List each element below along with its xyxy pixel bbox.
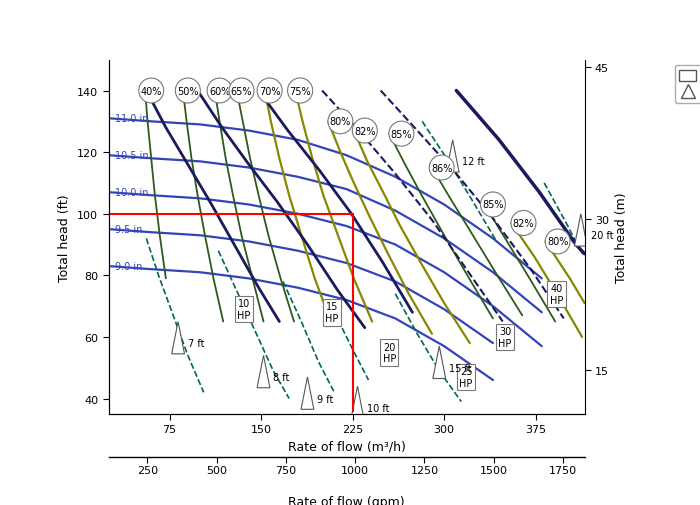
Legend: Horsepower required, NPSH3: Horsepower required, NPSH3 [675,66,700,104]
Text: 85%: 85% [482,200,504,210]
Text: 20 ft: 20 ft [591,231,613,241]
Polygon shape [447,140,459,173]
Text: 7 ft: 7 ft [188,338,204,348]
Text: 75%: 75% [289,86,311,96]
Text: 60%: 60% [209,86,230,96]
Polygon shape [575,214,587,246]
Text: 82%: 82% [354,126,376,136]
Polygon shape [257,356,270,388]
Text: 86%: 86% [431,163,452,173]
Text: 40
HP: 40 HP [550,283,563,305]
Text: 15
HP: 15 HP [326,302,339,323]
Text: 65%: 65% [231,86,252,96]
Text: 20
HP: 20 HP [382,342,396,364]
Polygon shape [351,386,364,419]
Y-axis label: Total head (ft): Total head (ft) [58,193,71,281]
Polygon shape [301,377,314,410]
X-axis label: Rate of flow (m³/h): Rate of flow (m³/h) [288,440,405,453]
Text: 10.5 in: 10.5 in [115,151,148,161]
Text: 50%: 50% [177,86,199,96]
Text: 10.0 in: 10.0 in [115,188,148,198]
Text: 10
HP: 10 HP [237,299,251,320]
Text: 12 ft: 12 ft [463,157,485,167]
Text: 9.5 in: 9.5 in [115,225,142,235]
Text: 80%: 80% [330,117,351,127]
Polygon shape [433,346,446,379]
Text: 8 ft: 8 ft [273,372,290,382]
Text: 9.0 in: 9.0 in [115,262,142,272]
Text: 82%: 82% [512,219,534,228]
Text: 9 ft: 9 ft [317,394,334,403]
Text: 85%: 85% [391,129,412,139]
Text: 25
HP: 25 HP [459,367,473,388]
Text: 10 ft: 10 ft [368,403,390,413]
Text: 30
HP: 30 HP [498,326,512,348]
Text: 15 ft: 15 ft [449,363,472,373]
Text: 40%: 40% [141,86,162,96]
Text: 80%: 80% [547,237,568,247]
X-axis label: Rate of flow (gpm): Rate of flow (gpm) [288,495,405,505]
Text: 70%: 70% [259,86,281,96]
Y-axis label: Total head (m): Total head (m) [615,192,628,283]
Text: 11.0 in: 11.0 in [115,114,148,124]
Polygon shape [172,322,185,354]
